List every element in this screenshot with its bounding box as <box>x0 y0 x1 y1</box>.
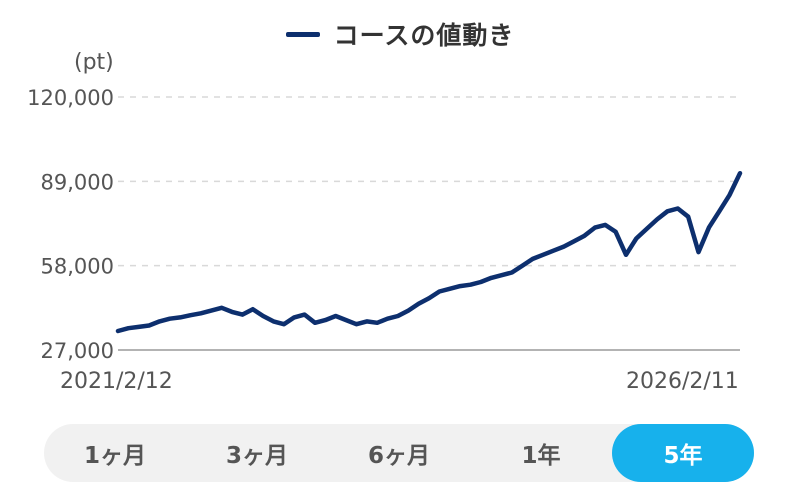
tab-5-years[interactable]: 5年 <box>612 424 754 482</box>
range-tabs: 1ヶ月 3ヶ月 6ヶ月 1年 5年 <box>44 424 754 482</box>
tab-1-month[interactable]: 1ヶ月 <box>83 443 146 469</box>
y-tick-label: 89,000 <box>41 170 114 194</box>
legend-label: コースの値動き <box>333 21 515 50</box>
legend-swatch <box>285 31 320 37</box>
x-axis-start-date: 2021/2/12 <box>60 369 173 394</box>
y-axis-unit-label: (pt) <box>74 50 114 75</box>
y-tick-label: 120,000 <box>27 86 114 110</box>
tab-1-year[interactable]: 1年 <box>521 443 561 469</box>
x-axis-end-date: 2026/2/11 <box>626 369 739 394</box>
y-tick-label: 27,000 <box>41 339 114 363</box>
series-line <box>115 170 743 334</box>
tab-6-months[interactable]: 6ヶ月 <box>367 443 430 469</box>
chart-legend: コースの値動き <box>0 16 800 52</box>
y-tick-label: 58,000 <box>41 255 114 279</box>
tab-3-months[interactable]: 3ヶ月 <box>225 443 288 469</box>
